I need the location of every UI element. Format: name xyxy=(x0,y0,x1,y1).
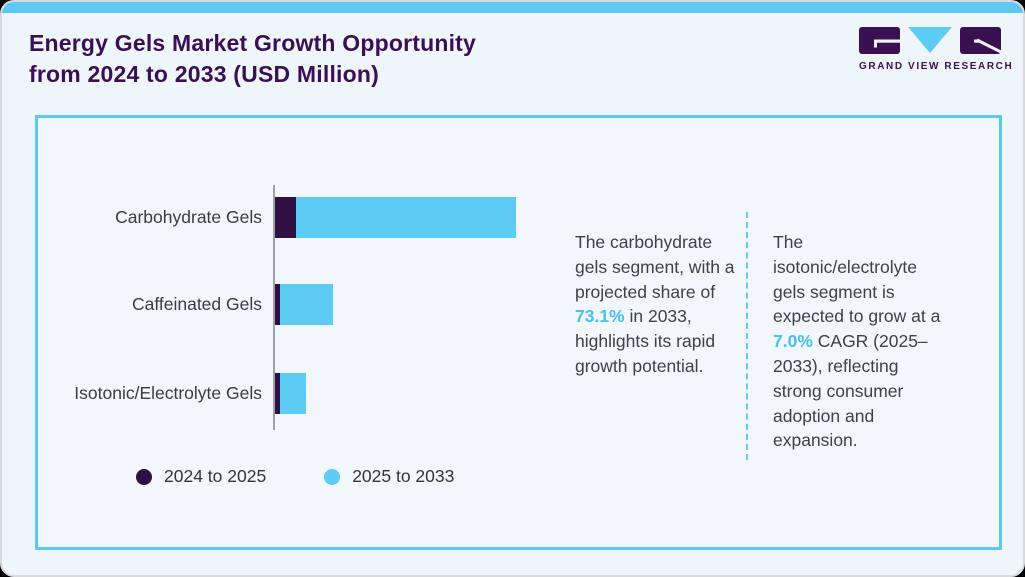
bar-segment-2025-2033 xyxy=(280,373,306,414)
legend-item-2025-2033: 2025 to 2033 xyxy=(324,466,454,487)
legend-swatch-icon xyxy=(136,468,152,485)
category-label: Isotonic/Electrolyte Gels xyxy=(74,383,262,403)
callout-isotonic-electrolyte-gels: The isotonic/electrolyte gels segment is… xyxy=(773,230,951,453)
legend-label: 2024 to 2025 xyxy=(164,466,267,486)
callout-highlight-value: 7.0% xyxy=(773,331,813,352)
page-title-line2: from 2024 to 2033 (USD Million) xyxy=(29,61,379,87)
chart-legend: 2024 to 2025 2025 to 2033 xyxy=(136,466,454,487)
callout-text: The isotonic/electrolyte gels segment is… xyxy=(773,232,941,327)
page-title-line1: Energy Gels Market Growth Opportunity xyxy=(29,30,477,56)
top-accent-strip xyxy=(2,2,1023,13)
stacked-bar xyxy=(275,373,306,414)
category-axis-line xyxy=(273,185,275,430)
dashed-divider xyxy=(746,212,748,460)
category-label: Caffeinated Gels xyxy=(131,294,262,314)
bar-segment-2024-2025 xyxy=(275,197,296,238)
stacked-bar xyxy=(275,197,516,238)
chart-panel: Carbohydrate Gels Caffeinated Gels Isoto… xyxy=(35,115,1002,550)
callout-text: The carbohydrate gels segment, with a pr… xyxy=(575,232,735,302)
bar-segment-2024-2025 xyxy=(275,373,280,414)
bar-segment-2024-2025 xyxy=(275,284,280,325)
gvr-logo-icon xyxy=(859,27,1001,55)
grand-view-research-logo: GRAND VIEW RESEARCH xyxy=(859,27,1014,72)
gvr-logo-wordmark: GRAND VIEW RESEARCH xyxy=(859,61,1014,72)
legend-swatch-icon xyxy=(324,468,341,485)
bar-chart: Carbohydrate Gels Caffeinated Gels Isoto… xyxy=(38,118,999,547)
callout-text: in 2033, highlights its rapid growth pot… xyxy=(575,306,716,376)
bar-segment-2025-2033 xyxy=(280,284,333,325)
callout-highlight-value: 73.1% xyxy=(575,306,625,327)
bar-segment-2025-2033 xyxy=(296,197,516,238)
page-title: Energy Gels Market Growth Opportunity fr… xyxy=(29,28,476,90)
legend-item-2024-2025: 2024 to 2025 xyxy=(136,466,266,487)
callout-text: CAGR (2025–2033), reflecting strong cons… xyxy=(773,331,928,451)
stacked-bar xyxy=(275,284,333,325)
callout-carbohydrate-gels: The carbohydrate gels segment, with a pr… xyxy=(575,230,737,379)
legend-label: 2025 to 2033 xyxy=(352,466,455,486)
category-label: Carbohydrate Gels xyxy=(115,207,262,227)
